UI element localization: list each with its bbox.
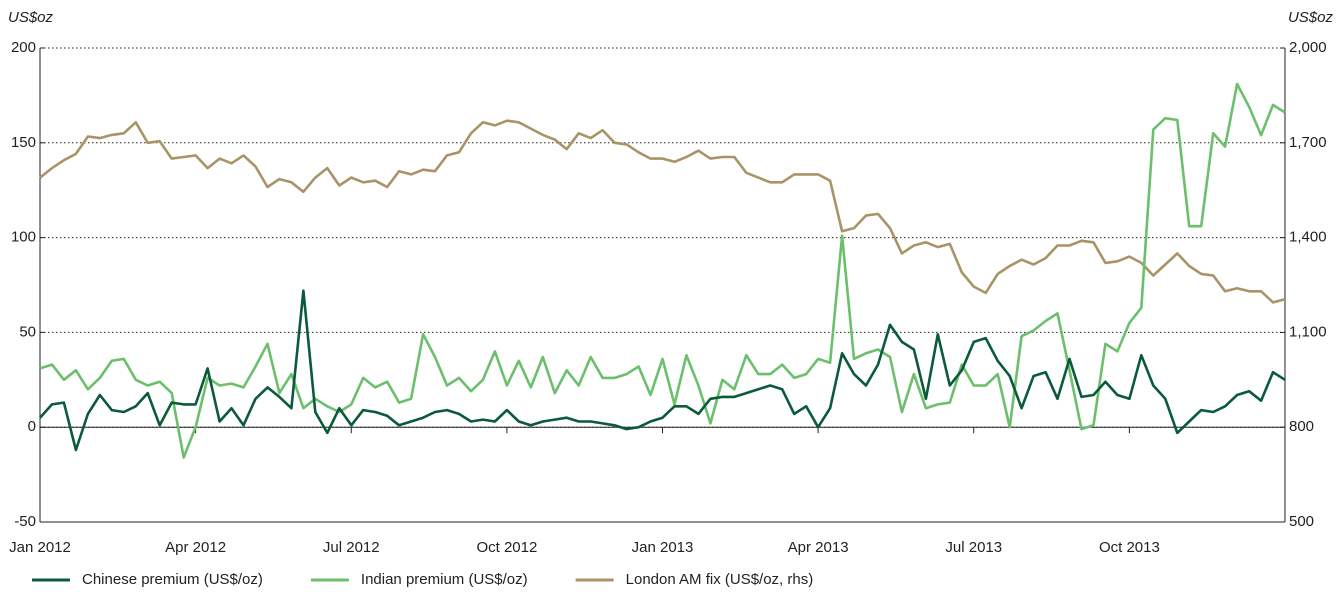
x-tick-label: Jan 2013 [632,539,694,556]
y-tick-label: -50 [14,513,36,530]
x-tick-label: Jul 2013 [945,539,1002,556]
series-line [39,289,1286,452]
y-axis-label: US$oz [8,9,54,26]
y-tick-label: 150 [11,134,36,151]
y2-tick-label: 1,100 [1289,323,1327,340]
legend-label: Indian premium (US$/oz) [361,571,528,588]
x-tick-label: Apr 2013 [788,539,849,556]
y-tick-label: 50 [19,323,36,340]
y2-tick-label: 1,700 [1289,134,1327,151]
y2-tick-label: 500 [1289,513,1314,530]
legend-label: Chinese premium (US$/oz) [82,571,263,588]
y2-tick-label: 1,400 [1289,229,1327,246]
series-line [39,82,1286,459]
y2-tick-label: 2,000 [1289,39,1327,56]
x-tick-label: Jan 2012 [9,539,71,556]
legend-label: London AM fix (US$/oz, rhs) [626,571,814,588]
y2-tick-label: 800 [1289,418,1314,435]
y-tick-label: 100 [11,229,36,246]
series-line [39,119,1286,304]
y2-axis-label: US$oz [1288,9,1334,26]
x-tick-label: Jul 2012 [323,539,380,556]
x-tick-label: Oct 2012 [476,539,537,556]
y-tick-label: 0 [28,418,36,435]
x-tick-label: Oct 2013 [1099,539,1160,556]
x-tick-label: Apr 2012 [165,539,226,556]
y-tick-label: 200 [11,39,36,56]
